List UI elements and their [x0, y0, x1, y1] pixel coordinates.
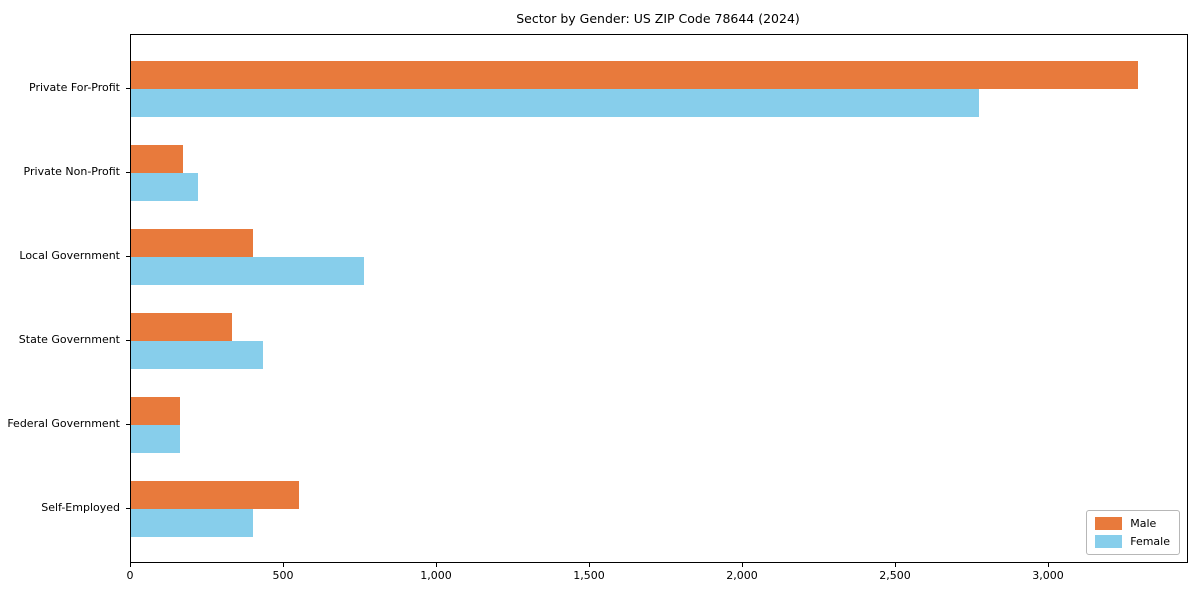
legend-label-female: Female	[1130, 535, 1170, 548]
x-tick-mark	[589, 563, 590, 567]
bar-female-state-government	[131, 341, 263, 369]
y-tick-mark	[126, 172, 130, 173]
x-tick-mark	[742, 563, 743, 567]
bar-male-local-government	[131, 229, 253, 257]
bar-female-federal-government	[131, 425, 180, 453]
x-tick-label-1-000: 1,000	[420, 569, 452, 582]
legend-swatch-male	[1095, 517, 1123, 530]
x-tick-mark	[436, 563, 437, 567]
y-tick-label-private-for-profit: Private For-Profit	[29, 81, 120, 94]
x-tick-label-500: 500	[272, 569, 294, 582]
y-tick-label-private-non-profit: Private Non-Profit	[23, 165, 120, 178]
y-tick-label-local-government: Local Government	[19, 249, 120, 262]
y-tick-label-self-employed: Self-Employed	[41, 501, 120, 514]
x-tick-mark	[283, 563, 284, 567]
bar-female-private-for-profit	[131, 89, 979, 117]
x-tick-mark	[130, 563, 131, 567]
y-tick-label-federal-government: Federal Government	[7, 417, 120, 430]
x-tick-label-1-500: 1,500	[573, 569, 605, 582]
legend-item-male: Male	[1095, 517, 1170, 530]
y-tick-mark	[126, 256, 130, 257]
bar-male-self-employed	[131, 481, 299, 509]
bar-male-federal-government	[131, 397, 180, 425]
x-tick-label-2-500: 2,500	[879, 569, 911, 582]
y-tick-label-state-government: State Government	[18, 333, 120, 346]
legend-label-male: Male	[1130, 517, 1157, 530]
legend-item-female: Female	[1095, 535, 1170, 548]
bar-female-self-employed	[131, 509, 253, 537]
y-tick-mark	[126, 424, 130, 425]
chart-title: Sector by Gender: US ZIP Code 78644 (202…	[516, 11, 800, 26]
bar-male-private-non-profit	[131, 145, 183, 173]
bar-male-state-government	[131, 313, 232, 341]
plot-area: Male Female	[130, 34, 1188, 563]
x-tick-mark	[1048, 563, 1049, 567]
legend: Male Female	[1086, 510, 1180, 555]
y-tick-mark	[126, 340, 130, 341]
x-tick-mark	[895, 563, 896, 567]
y-tick-mark	[126, 508, 130, 509]
bar-male-private-for-profit	[131, 61, 1138, 89]
bar-female-private-non-profit	[131, 173, 198, 201]
x-tick-label-3-000: 3,000	[1032, 569, 1064, 582]
legend-swatch-female	[1095, 535, 1123, 548]
x-tick-label-2-000: 2,000	[726, 569, 758, 582]
bar-female-local-government	[131, 257, 364, 285]
y-tick-mark	[126, 88, 130, 89]
x-tick-label-0: 0	[126, 569, 134, 582]
